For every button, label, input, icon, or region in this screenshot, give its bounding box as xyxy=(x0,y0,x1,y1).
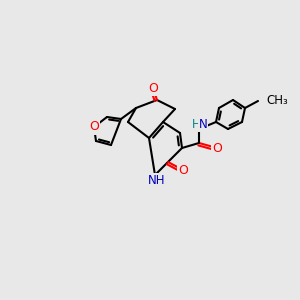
Text: H: H xyxy=(192,118,200,130)
Text: N: N xyxy=(199,118,207,131)
Text: O: O xyxy=(212,142,222,154)
Text: O: O xyxy=(89,121,99,134)
Text: NH: NH xyxy=(148,173,166,187)
Text: O: O xyxy=(148,82,158,94)
Text: O: O xyxy=(178,164,188,176)
Text: CH₃: CH₃ xyxy=(266,94,288,107)
